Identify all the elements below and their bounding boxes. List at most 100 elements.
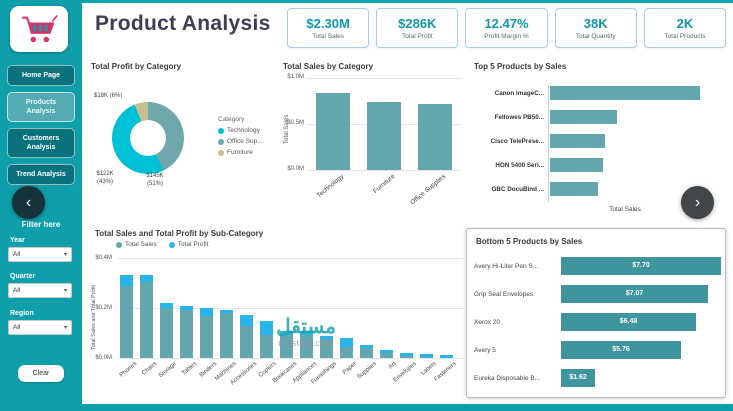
year-filter-dropdown[interactable]: All ▾ (8, 247, 72, 262)
profit-bar[interactable] (240, 315, 253, 326)
donut-hole (130, 120, 166, 156)
legend-item[interactable]: Furniture (218, 149, 263, 156)
profit-bar[interactable] (260, 321, 273, 335)
x-axis-label: Supplies (356, 361, 378, 381)
combo-legend: Total Sales Total Profit (116, 241, 209, 248)
kpi-card-total-profit: $286K Total Profit (376, 8, 459, 48)
sidebar-item-home-page[interactable]: Home Page (7, 65, 75, 86)
gridline (307, 170, 461, 171)
y-tick: $0.4M (95, 255, 112, 261)
legend-label: Office Sup... (227, 138, 263, 145)
profit-bar[interactable] (140, 275, 153, 282)
profit-by-category-chart: Total Profit by Category $18K (6%) $122K… (88, 58, 280, 223)
gridline (118, 308, 464, 309)
kpi-label: Profit Margin % (484, 33, 529, 40)
profit-bar[interactable] (420, 354, 433, 357)
combo-legend-profit-swatch (168, 241, 175, 248)
legend-label: Total Sales (125, 241, 157, 248)
legend-label: Technology (227, 127, 260, 134)
sidebar-item-products-analysis[interactable]: Products Analysis (7, 92, 75, 122)
sidebar-item-trend-analysis[interactable]: Trend Analysis (7, 164, 75, 185)
sales-bar[interactable] (550, 134, 605, 148)
next-page-button[interactable]: › (681, 186, 714, 219)
profit-bar[interactable] (200, 308, 213, 316)
chart-title: Total Profit by Category (91, 62, 182, 71)
bar-label: Fellowes PB50... (494, 114, 544, 121)
region-filter-dropdown[interactable]: All ▾ (8, 320, 72, 335)
bar-label: Grip Seal Envelopes (474, 291, 534, 298)
legend-item[interactable]: Total Sales (116, 241, 157, 248)
kpi-value: 38K (583, 16, 608, 31)
sales-bar[interactable] (220, 310, 233, 358)
sales-bar[interactable]: $1.62 (561, 369, 595, 387)
region-filter-value: All (13, 324, 21, 331)
sales-bar[interactable]: $5.76 (561, 341, 681, 359)
sales-bar[interactable] (120, 275, 133, 358)
sales-bar[interactable] (550, 110, 617, 124)
x-axis-label: Paper (341, 361, 358, 376)
legend-title: Category (218, 116, 245, 123)
sales-bar[interactable]: $7.07 (561, 285, 708, 303)
legend-item[interactable]: Technology (218, 127, 263, 134)
profit-bar[interactable] (120, 275, 133, 286)
sales-bar[interactable] (360, 345, 373, 358)
sales-bar[interactable] (550, 86, 700, 100)
x-axis-label: Office Supplies (409, 173, 448, 207)
sales-bar[interactable] (320, 336, 333, 358)
sales-bar[interactable] (140, 275, 153, 358)
chevron-right-icon: › (694, 194, 701, 211)
bar-label: Avery Hi-Liter Pen S... (474, 263, 539, 270)
prev-page-button[interactable]: ‹ (12, 186, 45, 219)
legend-item[interactable]: Office Sup... (218, 138, 263, 145)
sales-bar[interactable]: $7.70 (561, 257, 721, 275)
column-bar[interactable] (316, 93, 350, 170)
profit-bar[interactable] (360, 345, 373, 348)
kpi-label: Total Quantity (575, 33, 616, 40)
sales-bar[interactable] (180, 306, 193, 358)
kpi-card-total-products: 2K Total Products (643, 8, 727, 48)
sales-bar[interactable] (160, 303, 173, 358)
x-axis-label: Furniture (372, 173, 397, 196)
profit-bar[interactable] (280, 331, 293, 334)
sales-bar[interactable] (550, 182, 598, 196)
legend-label: Furniture (227, 149, 254, 156)
filter-section-title: Filter here (21, 220, 61, 229)
sales-bar[interactable] (200, 308, 213, 358)
profit-bar[interactable] (160, 303, 173, 308)
category-column-plot: Technology Furniture Office Supplies (307, 78, 461, 206)
sales-bar[interactable]: $6.48 (561, 313, 696, 331)
sales-bar[interactable] (300, 331, 313, 358)
profit-bar[interactable] (300, 331, 313, 335)
sales-bar[interactable] (280, 331, 293, 358)
kpi-label: Total Products (664, 33, 706, 40)
profit-bar[interactable] (400, 353, 413, 356)
kpi-card-total-quantity: 38K Total Quantity (554, 8, 637, 48)
x-axis-label: Phones (118, 361, 138, 379)
y-tick: $1.0M (287, 74, 304, 80)
profit-bar[interactable] (180, 306, 193, 310)
donut-chart[interactable] (112, 102, 184, 174)
combo-legend-sales-swatch (116, 241, 122, 248)
profit-bar[interactable] (320, 336, 333, 339)
column-bar[interactable] (418, 104, 452, 170)
profit-bar[interactable] (220, 310, 233, 313)
sidebar-item-customers-analysis[interactable]: Customers Analysis (7, 128, 75, 158)
donut-callout: $122K (43%) (96, 171, 114, 186)
bar-label: Xerox 20 (474, 319, 501, 326)
x-axis-label: Tables (180, 361, 198, 377)
clear-filters-button[interactable]: Clear (18, 365, 64, 382)
profit-bar[interactable] (380, 350, 393, 353)
shopping-cart-icon (21, 15, 58, 43)
sales-bar[interactable] (550, 158, 603, 172)
legend-item[interactable]: Total Profit (168, 241, 209, 248)
kpi-card-profit-margin: 12.47% Profit Margin % (465, 8, 548, 48)
region-filter-label: Region (10, 310, 34, 317)
x-axis-title: Total Sales (609, 206, 641, 213)
profit-bar[interactable] (440, 355, 453, 358)
column-bar[interactable] (367, 102, 401, 170)
quarter-filter-value: All (13, 287, 21, 294)
sales-bar[interactable] (380, 350, 393, 358)
quarter-filter-dropdown[interactable]: All ▾ (8, 283, 72, 298)
profit-bar[interactable] (340, 338, 353, 347)
